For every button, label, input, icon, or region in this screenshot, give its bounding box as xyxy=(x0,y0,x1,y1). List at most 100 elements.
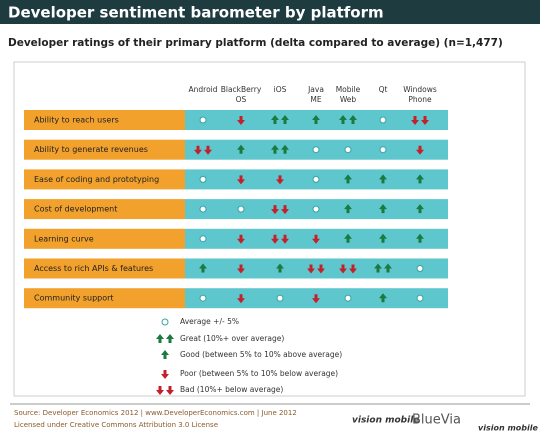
circle-icon xyxy=(312,175,320,183)
symbol-average xyxy=(344,294,352,302)
circle-icon xyxy=(161,318,169,326)
circle-icon xyxy=(312,205,320,213)
up-arrow xyxy=(416,174,424,184)
circle-icon xyxy=(379,146,387,154)
symbol-good xyxy=(161,350,169,359)
up-arrow xyxy=(379,174,387,184)
up-arrow xyxy=(344,204,352,214)
down-arrow xyxy=(166,386,174,395)
circle-icon xyxy=(199,205,207,213)
up-arrow xyxy=(237,144,245,154)
down-arrow xyxy=(421,116,429,125)
license: Licensed under Creative Commons Attribut… xyxy=(14,421,218,429)
symbol-poor xyxy=(416,145,424,155)
down-arrow xyxy=(237,175,245,185)
symbol-good xyxy=(199,263,207,273)
row-label-bar xyxy=(24,169,185,190)
row-label-bar xyxy=(24,228,185,249)
up-arrow xyxy=(276,263,284,273)
symbol-average xyxy=(379,116,387,124)
up-arrow xyxy=(374,263,382,273)
symbol-good xyxy=(344,174,352,184)
down-arrow xyxy=(271,234,279,244)
symbol-good xyxy=(416,233,424,243)
circle-icon xyxy=(199,235,207,243)
up-arrow xyxy=(416,204,424,214)
down-arrow xyxy=(156,386,164,395)
symbol-good xyxy=(276,263,284,273)
up-arrow xyxy=(344,233,352,243)
up-arrow xyxy=(312,115,320,124)
symbol-bad xyxy=(271,205,289,215)
symbol-good xyxy=(379,174,387,184)
symbol-good xyxy=(416,204,424,214)
symbol-average xyxy=(344,146,352,154)
down-arrow xyxy=(161,370,169,379)
down-arrow xyxy=(237,116,245,125)
down-arrow xyxy=(317,264,325,274)
symbol-good xyxy=(379,293,387,303)
subtitle: Developer ratings of their primary platf… xyxy=(8,37,503,49)
symbol-poor xyxy=(276,175,284,185)
circle-icon xyxy=(416,294,424,302)
symbol-good xyxy=(379,204,387,214)
symbol-great xyxy=(374,263,392,273)
circle-icon xyxy=(199,294,207,302)
symbol-bad xyxy=(339,264,357,274)
symbol-average xyxy=(199,175,207,183)
row-label: Community support xyxy=(34,294,114,303)
symbol-poor xyxy=(237,175,245,185)
symbol-good xyxy=(312,115,320,124)
symbol-good xyxy=(344,204,352,214)
up-arrow xyxy=(339,115,347,124)
row-label: Ease of coding and prototyping xyxy=(34,175,159,184)
down-arrow xyxy=(312,234,320,244)
up-arrow xyxy=(166,334,174,343)
symbol-poor xyxy=(312,294,320,304)
symbol-poor xyxy=(237,234,245,244)
row-label-bar xyxy=(24,288,185,309)
circle-icon xyxy=(344,294,352,302)
circle-icon xyxy=(237,205,245,213)
symbol-average xyxy=(312,205,320,213)
row-cells-bar xyxy=(185,258,448,279)
down-arrow xyxy=(281,234,289,244)
symbol-average xyxy=(312,175,320,183)
symbol-average xyxy=(199,116,207,124)
symbol-great xyxy=(156,334,174,343)
symbol-average xyxy=(199,235,207,243)
up-arrow xyxy=(344,174,352,184)
up-arrow xyxy=(271,115,279,124)
down-arrow xyxy=(204,145,212,155)
down-arrow xyxy=(339,264,347,274)
down-arrow xyxy=(281,205,289,215)
column-header: Mobile Web xyxy=(336,85,361,104)
symbol-bad xyxy=(194,145,212,155)
row-label: Ability to reach users xyxy=(34,116,119,125)
symbol-good xyxy=(344,233,352,243)
symbol-poor xyxy=(237,116,245,125)
symbol-poor xyxy=(161,370,169,379)
row-label: Access to rich APIs & features xyxy=(34,264,153,273)
down-arrow xyxy=(237,264,245,274)
title-bar xyxy=(0,0,540,24)
down-arrow xyxy=(411,116,419,125)
logo: BlueVia xyxy=(412,413,461,428)
legend-label: Poor (between 5% to 10% below average) xyxy=(180,369,338,378)
symbol-average xyxy=(276,294,284,302)
circle-icon xyxy=(312,146,320,154)
circle-icon xyxy=(344,146,352,154)
row-label: Learning curve xyxy=(34,234,94,243)
logo: vision mobile xyxy=(478,424,538,433)
column-header: Android xyxy=(189,85,218,94)
up-arrow xyxy=(379,293,387,303)
legend-label: Great (10%+ over average) xyxy=(180,334,284,343)
symbol-bad xyxy=(156,386,174,395)
row-label-bar xyxy=(24,110,185,130)
down-arrow xyxy=(416,145,424,155)
symbol-average xyxy=(237,205,245,213)
row-label: Cost of development xyxy=(34,205,117,214)
circle-icon xyxy=(416,265,424,272)
column-header: Qt xyxy=(379,85,388,94)
